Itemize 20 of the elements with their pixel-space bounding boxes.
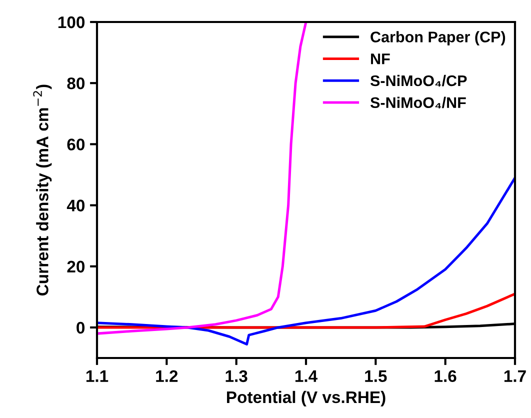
line-series (97, 22, 308, 335)
x-tick-label: 1.5 (365, 370, 387, 382)
y-tick-label: 0 (76, 322, 85, 334)
y-axis-title: Current density (mA cm$^{−2}$) (33, 84, 52, 296)
x-tick-label: 1.2 (156, 370, 178, 382)
x-tick-label: 1.1 (86, 370, 108, 382)
x-tick-label: 1.4 (295, 370, 318, 382)
legend-label: NF (371, 54, 390, 64)
legend-label: S-NiMoO₄/CP (370, 74, 467, 86)
legend-label: Carbon Paper (CP) (370, 31, 506, 46)
y-tick-label: 100 (58, 16, 85, 28)
legend-label: S-NiMoO₄/NF (370, 96, 466, 108)
x-tick-label: 1.3 (226, 370, 248, 382)
y-tick-label: 40 (66, 200, 85, 212)
x-axis-title: Potential (V vs.RHE) (227, 390, 386, 406)
x-tick-label: 1.7 (504, 370, 526, 382)
y-tick-label: 80 (67, 77, 85, 90)
x-tick-label: 1.6 (434, 370, 456, 382)
y-tick-label: 20 (67, 260, 85, 273)
y-tick-label: 60 (67, 138, 85, 150)
